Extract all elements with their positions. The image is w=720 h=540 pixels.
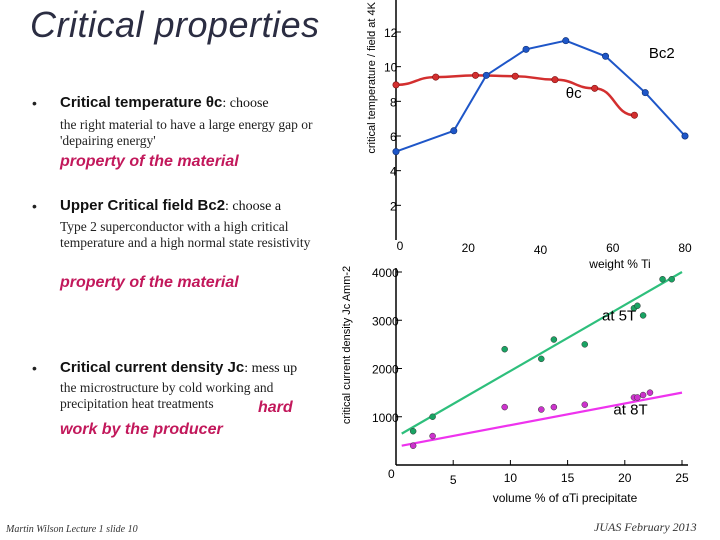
point-8t [646, 389, 654, 396]
x-axis-label: weight % Ti [588, 257, 650, 271]
label-tc: θc [566, 85, 582, 102]
bc2-point [392, 148, 400, 156]
bullet-dot: • [32, 360, 37, 376]
series-line-bc2 [395, 39, 686, 153]
bc2-point [450, 127, 458, 135]
tc-point [551, 76, 559, 84]
bc2-point [641, 89, 649, 97]
point-5t [659, 275, 666, 283]
y-tick-label: 3000 [372, 314, 399, 328]
tc-point [591, 84, 599, 92]
point-8t [409, 442, 417, 449]
point-5t [550, 336, 558, 343]
tc-point [511, 72, 519, 80]
y-tick-label: 4 [390, 165, 397, 179]
x-tick-label: 10 [504, 471, 518, 485]
hard-work-label: work by the producer [60, 421, 223, 438]
y-tick-label: 2 [390, 199, 397, 213]
point-8t [501, 403, 508, 411]
bullet-heading: Critical temperature θc: choose [60, 94, 269, 112]
tc-point [471, 71, 479, 79]
point-5t [581, 341, 589, 348]
bullet-body: Type 2 superconductor with a high critic… [60, 219, 311, 250]
y-tick-label: 8 [390, 95, 397, 109]
bottom-chart: critical current density Jc Amm-2 1000200… [341, 266, 689, 505]
property-label: property of the material [60, 274, 239, 291]
x-tick-label: 0 [388, 467, 395, 481]
point-5t [501, 345, 508, 353]
y-tick-label: 10 [384, 61, 398, 75]
label-8t: at 8T [613, 401, 647, 418]
property-label: property of the material [60, 153, 239, 170]
x-tick-label: 20 [618, 471, 632, 485]
x-tick-label: 80 [678, 241, 692, 255]
bc2-point [562, 37, 570, 45]
bullet-heading-bold: Upper Critical field Bc2 [60, 197, 226, 214]
point-8t [550, 403, 558, 411]
point-5t [429, 413, 436, 420]
bullet-body: the microstructure by cold working and p… [60, 380, 274, 411]
y-tick-label: 12 [384, 26, 398, 40]
x-axis-label: volume % of αTi precipitate [493, 491, 638, 505]
point-5t [639, 312, 647, 319]
bullet-heading-rest: : choose a [225, 199, 282, 214]
tc-point [630, 111, 638, 119]
point-8t [634, 394, 641, 401]
point-5t [634, 302, 641, 310]
point-8t [581, 401, 589, 408]
label-5t: at 5T [602, 307, 636, 324]
bullet-heading-rest: : mess up [244, 361, 298, 376]
x-tick-label: 5 [450, 473, 457, 487]
bullet-dot: • [32, 198, 37, 214]
x-tick-label: 40 [534, 243, 548, 257]
x-tick-label: 60 [606, 241, 620, 255]
bullet-heading-bold: Critical current density Jc [60, 359, 245, 376]
bullet-dot: • [32, 95, 37, 111]
x-tick-label: 20 [462, 241, 476, 255]
series-line-tc [395, 74, 635, 117]
x-tick-label: 15 [561, 471, 575, 485]
point-8t [429, 432, 436, 440]
footer-right: JUAS February 2013 [594, 520, 697, 534]
slide-title: Critical properties [30, 4, 320, 45]
bc2-point [522, 45, 530, 53]
tc-point [432, 73, 440, 81]
top-chart: critical temperature / field at 4K 2 4 6 8 10… [366, 0, 692, 271]
x-tick-label: 25 [675, 471, 689, 485]
point-8t [538, 406, 545, 413]
bullet-body: the right material to have a large energ… [60, 117, 313, 148]
y-axis-label: critical temperature / field at 4K [366, 1, 378, 153]
bullet-heading: Critical current density Jc: mess up [60, 359, 297, 377]
y-tick-label: 4000 [372, 266, 399, 280]
y-axis-label: critical current density Jc Amm-2 [341, 266, 353, 424]
footer-left: Martin Wilson Lecture 1 slide 10 [6, 524, 138, 535]
y-tick-label: 1000 [372, 411, 399, 425]
bullet-heading: Upper Critical field Bc2: choose a [60, 197, 281, 215]
fit-line-5t [401, 271, 683, 435]
bc2-point [681, 132, 689, 140]
y-tick-label: 2000 [372, 363, 399, 377]
hard-label: hard [258, 399, 293, 416]
y-tick-label: 6 [390, 130, 397, 144]
label-bc2: Bc2 [649, 45, 675, 62]
point-5t [668, 275, 675, 283]
bc2-point [482, 71, 490, 79]
bullet-heading-rest: : choose [222, 96, 269, 111]
point-5t [538, 355, 545, 363]
x-tick-label: 0 [397, 239, 404, 253]
point-8t [639, 391, 647, 399]
bc2-point [602, 52, 610, 60]
fit-line-8t [401, 391, 683, 447]
bullet-heading-bold: Critical temperature θc [60, 94, 223, 111]
point-5t [409, 427, 417, 435]
tc-point [392, 81, 400, 89]
